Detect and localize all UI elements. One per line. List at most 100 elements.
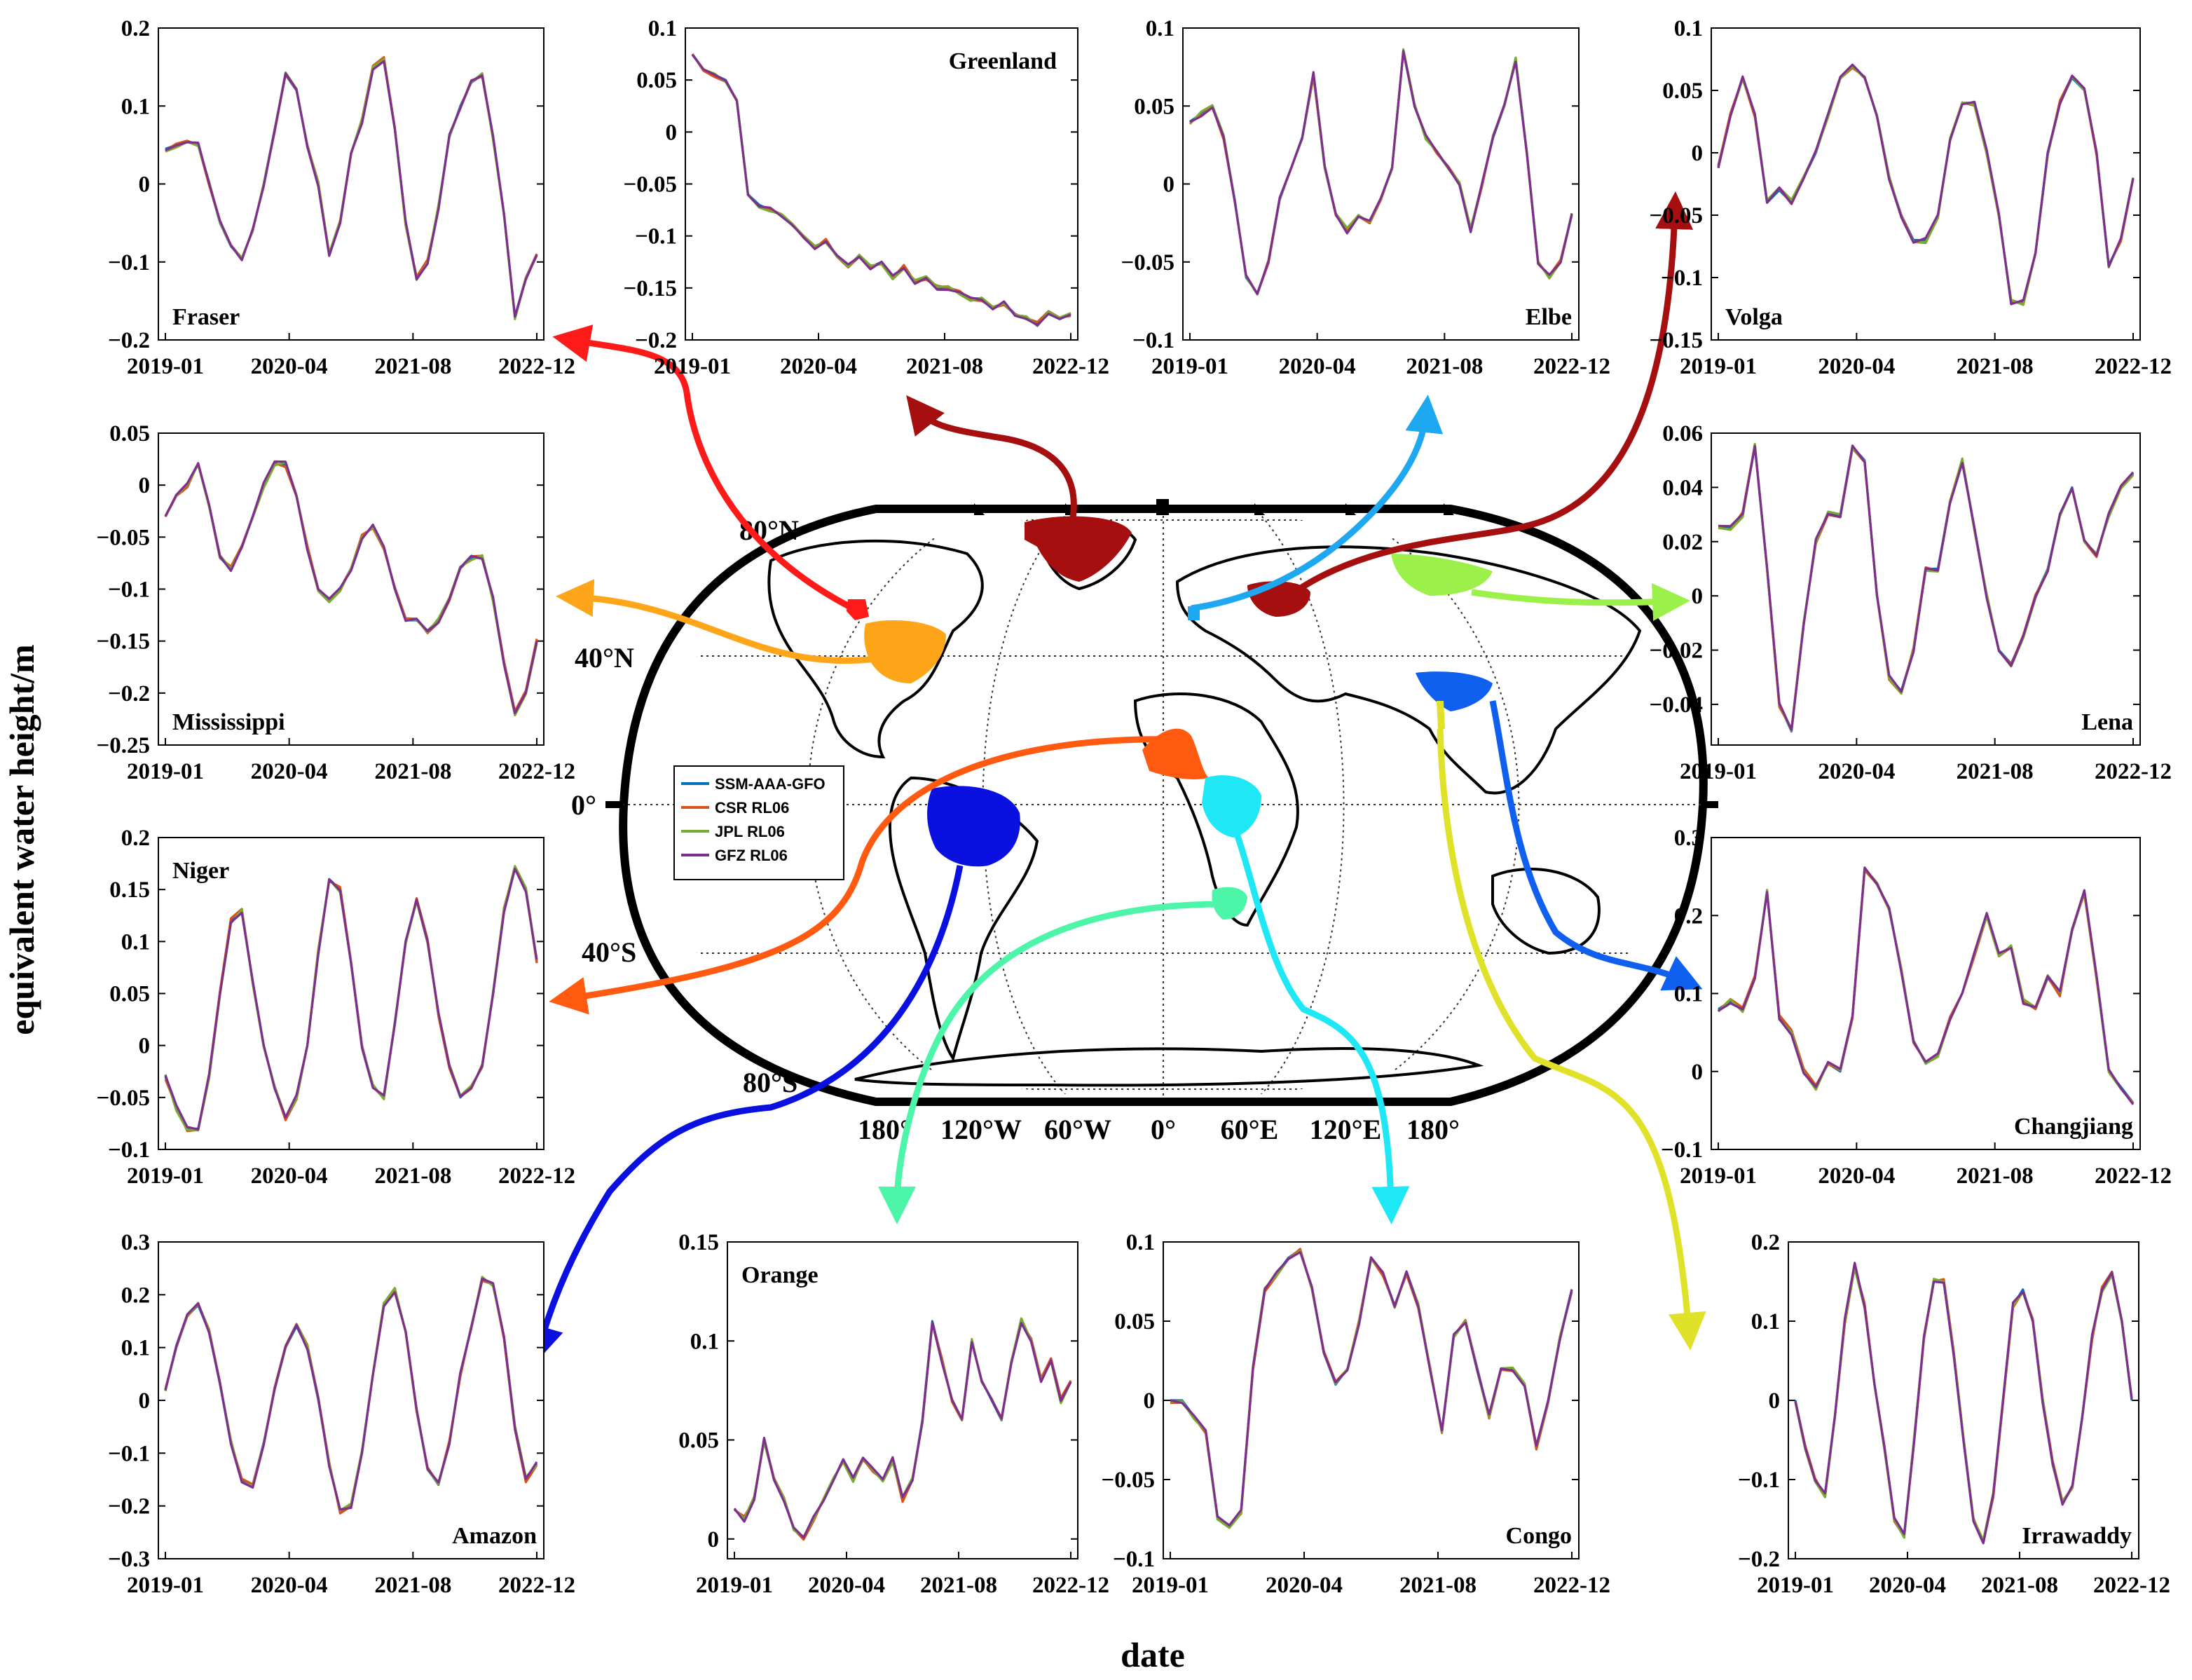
y-tick-label: 0.2 (1751, 1230, 1780, 1255)
series-line-gfz-rl06 (733, 1321, 1072, 1539)
y-tick-label: −0.1 (1661, 266, 1703, 291)
y-tick-label: −0.1 (1132, 328, 1174, 353)
y-tick-label: 0.02 (1662, 530, 1703, 555)
x-tick-label: 2020-04 (1266, 1573, 1343, 1598)
y-tick-label: −0.05 (1101, 1468, 1155, 1493)
y-tick-label: −0.25 (96, 733, 150, 758)
lon-label-180e: 180° (1406, 1114, 1460, 1145)
x-tick-label: 2019-01 (1757, 1573, 1834, 1598)
arrow-changjiang (1489, 700, 1703, 991)
series-line-gfz-rl06 (691, 53, 1071, 327)
basin-orange (1212, 887, 1247, 920)
y-tick-label: 0 (708, 1527, 720, 1552)
y-tick-label: −0.1 (108, 1441, 150, 1466)
y-tick-label: 0 (1692, 584, 1704, 609)
lon-label-60w: 60°W (1044, 1114, 1111, 1145)
series-line-gfz-rl06 (165, 60, 538, 318)
y-tick-label: 0 (1163, 172, 1175, 198)
basin-lena (1391, 554, 1493, 596)
y-axis-title: equivalent water height/m (2, 644, 41, 1034)
y-tick-label: 0.05 (678, 1428, 719, 1454)
y-tick-label: −0.1 (108, 1138, 150, 1163)
y-tick-label: 0 (1144, 1388, 1156, 1414)
y-tick-label: 0.1 (1674, 982, 1703, 1007)
y-tick-label: 0.3 (121, 1230, 150, 1255)
y-tick-label: −0.05 (1649, 203, 1703, 228)
basin-amazon (927, 786, 1020, 867)
y-tick-label: −0.02 (1649, 638, 1703, 664)
panel-title: Mississippi (172, 709, 285, 735)
series-line-gfz-rl06 (1717, 63, 2135, 306)
y-tick-label: 0.1 (690, 1329, 719, 1354)
arrow-elbe (1191, 395, 1444, 612)
x-tick-label: 2021-08 (1957, 354, 2034, 379)
y-tick-label: −0.1 (635, 224, 677, 250)
legend: SSM-AAA-GFO CSR RL06 JPL RL06 GFZ RL06 (673, 765, 844, 880)
x-tick-label: 2019-01 (696, 1573, 773, 1598)
y-tick-label: −0.04 (1649, 692, 1703, 718)
x-tick-label: 2020-04 (1279, 354, 1356, 379)
chart-panel: 0.06 0.04 0.02 0 −0.02 −0.04 2019-01 2020-04 202… (1649, 421, 2172, 784)
y-tick-label: 0.1 (121, 929, 150, 955)
north-america (767, 539, 984, 759)
arrow-lena (1471, 583, 1690, 622)
world-map: 80°N 40°N 0° 40°S 80°S 180° 120°W 60°W 0… (571, 499, 1718, 1145)
panel-title: Orange (741, 1262, 818, 1288)
y-tick-label: 0 (1769, 1388, 1781, 1414)
series-line-gfz-rl06 (1189, 50, 1573, 295)
x-tick-label: 2021-08 (374, 1163, 451, 1189)
y-tick-label: 0.15 (678, 1230, 719, 1255)
series-line-gfz-rl06 (1170, 1250, 1573, 1527)
x-tick-label: 2019-01 (1132, 1573, 1209, 1598)
lat-label-40n: 40°N (575, 642, 634, 674)
legend-label: CSR RL06 (715, 799, 789, 817)
x-tick-label: 2019-01 (1680, 1163, 1757, 1189)
lat-label-80s: 80°S (743, 1067, 797, 1098)
x-tick-label: 2021-08 (1399, 1573, 1477, 1598)
y-tick-label: −0.05 (96, 1086, 150, 1111)
graticule (624, 510, 1703, 1099)
x-tick-label: 2022-12 (1533, 1573, 1610, 1598)
y-tick-label: 0.1 (121, 1336, 150, 1361)
plot-frame (1711, 27, 2141, 341)
x-tick-label: 2019-01 (1151, 354, 1228, 379)
y-tick-label: 0 (1692, 1060, 1704, 1085)
basin-greenland (1025, 516, 1132, 582)
x-tick-label: 2020-04 (251, 759, 328, 784)
y-tick-label: 0 (666, 120, 678, 145)
x-tick-label: 2022-12 (2095, 354, 2172, 379)
y-tick-label: −0.15 (96, 629, 150, 655)
map-ticks (605, 499, 1718, 808)
lon-label-120w: 120°W (940, 1114, 1022, 1145)
y-tick-label: −0.05 (623, 172, 677, 198)
y-tick-label: 0.2 (121, 16, 150, 41)
antarctica (854, 1047, 1484, 1087)
y-tick-label: 0.04 (1662, 475, 1703, 500)
x-tick-label: 2022-12 (498, 1163, 575, 1189)
y-tick-label: −0.1 (1738, 1468, 1780, 1493)
y-tick-label: 0.2 (121, 1283, 150, 1308)
y-tick-label: 0.1 (1674, 16, 1703, 41)
y-tick-label: 0 (1692, 141, 1704, 166)
x-tick-label: 2022-12 (1032, 354, 1109, 379)
lon-label-0: 0° (1151, 1114, 1176, 1145)
x-tick-label: 2021-08 (374, 354, 451, 379)
x-tick-label: 2021-08 (1957, 1163, 2034, 1189)
y-tick-label: −0.1 (1113, 1547, 1155, 1572)
x-tick-label: 2021-08 (374, 759, 451, 784)
x-tick-label: 2019-01 (654, 354, 731, 379)
y-tick-label: −0.2 (1738, 1547, 1780, 1572)
x-tick-label: 2021-08 (1957, 759, 2034, 784)
plot-frame (158, 432, 544, 746)
y-tick-label: 0 (139, 172, 151, 198)
y-tick-label: −0.1 (108, 250, 150, 275)
panel-title: Greenland (949, 48, 1057, 74)
